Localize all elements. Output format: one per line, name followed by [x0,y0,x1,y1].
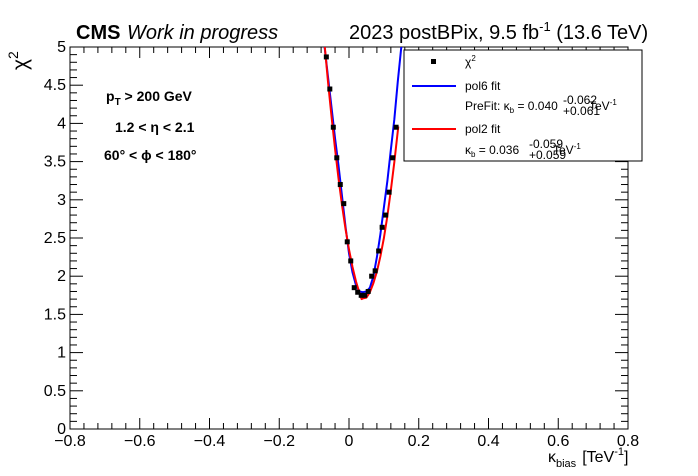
series-line-pol6-fit [323,47,403,294]
data-point [327,86,333,92]
legend-pol2-value: κb = 0.036 [465,143,519,159]
data-point [337,182,343,188]
legend-pol2-down: +0.059 [529,148,566,162]
axis-ticks [69,46,629,430]
legend-prefit-label: PreFit: κb = 0.040 [465,99,558,115]
legend-prefit-unit: TeV-1 [589,98,617,113]
legend-pol2-label: pol2 fit [465,122,501,136]
cut-phi: 60° < ϕ < 180° [104,147,197,163]
legend-prefit-up: -0.062 [563,93,597,107]
data-point [323,54,329,60]
data-point [379,224,385,230]
y-tick-label: 1.5 [44,306,66,323]
y-tick-label: 5 [57,39,66,56]
data-point [393,124,399,130]
x-tick-label: −0.2 [263,433,295,450]
y-tick-label: 0.5 [44,383,66,400]
data-point [334,155,340,161]
x-tick-label: 0.4 [477,433,499,450]
legend-pol6-label: pol6 fit [465,79,501,93]
x-tick-label: −0.6 [124,433,156,450]
data-point [344,239,350,245]
svg-text:χ2: χ2 [5,51,32,70]
data-point [386,189,392,195]
x-tick-label: −0.4 [194,433,226,450]
y-tick-label: 4 [57,115,66,132]
legend-prefit-down: +0.061 [563,104,600,118]
data-point [376,248,382,254]
y-tick-label: 2 [57,268,66,285]
x-tick-labels: −0.8 −0.6 −0.4 −0.2 0 0.2 0.4 0.6 0.8 [54,433,639,450]
y-tick-label: 0 [57,421,66,438]
x-axis-label: κbias [TeV-1] [548,446,628,470]
legend-box [403,49,643,162]
experiment-label: CMS [76,22,120,44]
data-point [358,292,364,298]
cut-eta: 1.2 < η < 2.1 [115,119,195,135]
status-label: Work in progress [127,22,278,44]
data-point [341,201,347,207]
dataset-label: 2023 postBPix, 9.5 fb-1 (13.6 TeV) [349,19,648,44]
x-tick-label: −0.8 [54,433,86,450]
y-tick-label: 2.5 [44,230,66,247]
y-tick-label: 1 [57,345,66,362]
data-point [365,288,371,294]
data-point [369,273,375,279]
y-tick-label: 3.5 [44,154,66,171]
legend-pol2-unit: TeV-1 [553,142,581,157]
data-point [362,292,368,298]
data-point [372,268,378,274]
data-point [351,285,357,291]
y-tick-labels: 0 0.5 1 1.5 2 2.5 3 3.5 4 4.5 5 [44,39,66,438]
legend: χ2 pol6 fit PreFit: κb = 0.040 -0.062 +0… [403,49,643,162]
legend-pol2-up: -0.059 [529,137,563,151]
x-tick-label: 0.2 [408,433,430,450]
cut-pt: pT > 200 GeV [106,88,193,108]
series-line-pol2-fit [323,47,400,301]
data-series [323,47,403,301]
legend-marker-points [431,59,436,64]
legend-points-label: χ2 [465,54,476,69]
y-tick-label: 3 [57,192,66,209]
data-point [383,212,389,218]
x-tick-label: 0 [345,433,354,450]
data-point [330,124,336,130]
data-point [348,258,354,264]
data-point [355,289,361,295]
y-axis-label: χ2 [5,51,32,70]
x-tick-label: 0.6 [547,433,569,450]
y-tick-label: 4.5 [44,77,66,94]
x-tick-label: 0.8 [617,433,639,450]
data-point [390,155,396,161]
